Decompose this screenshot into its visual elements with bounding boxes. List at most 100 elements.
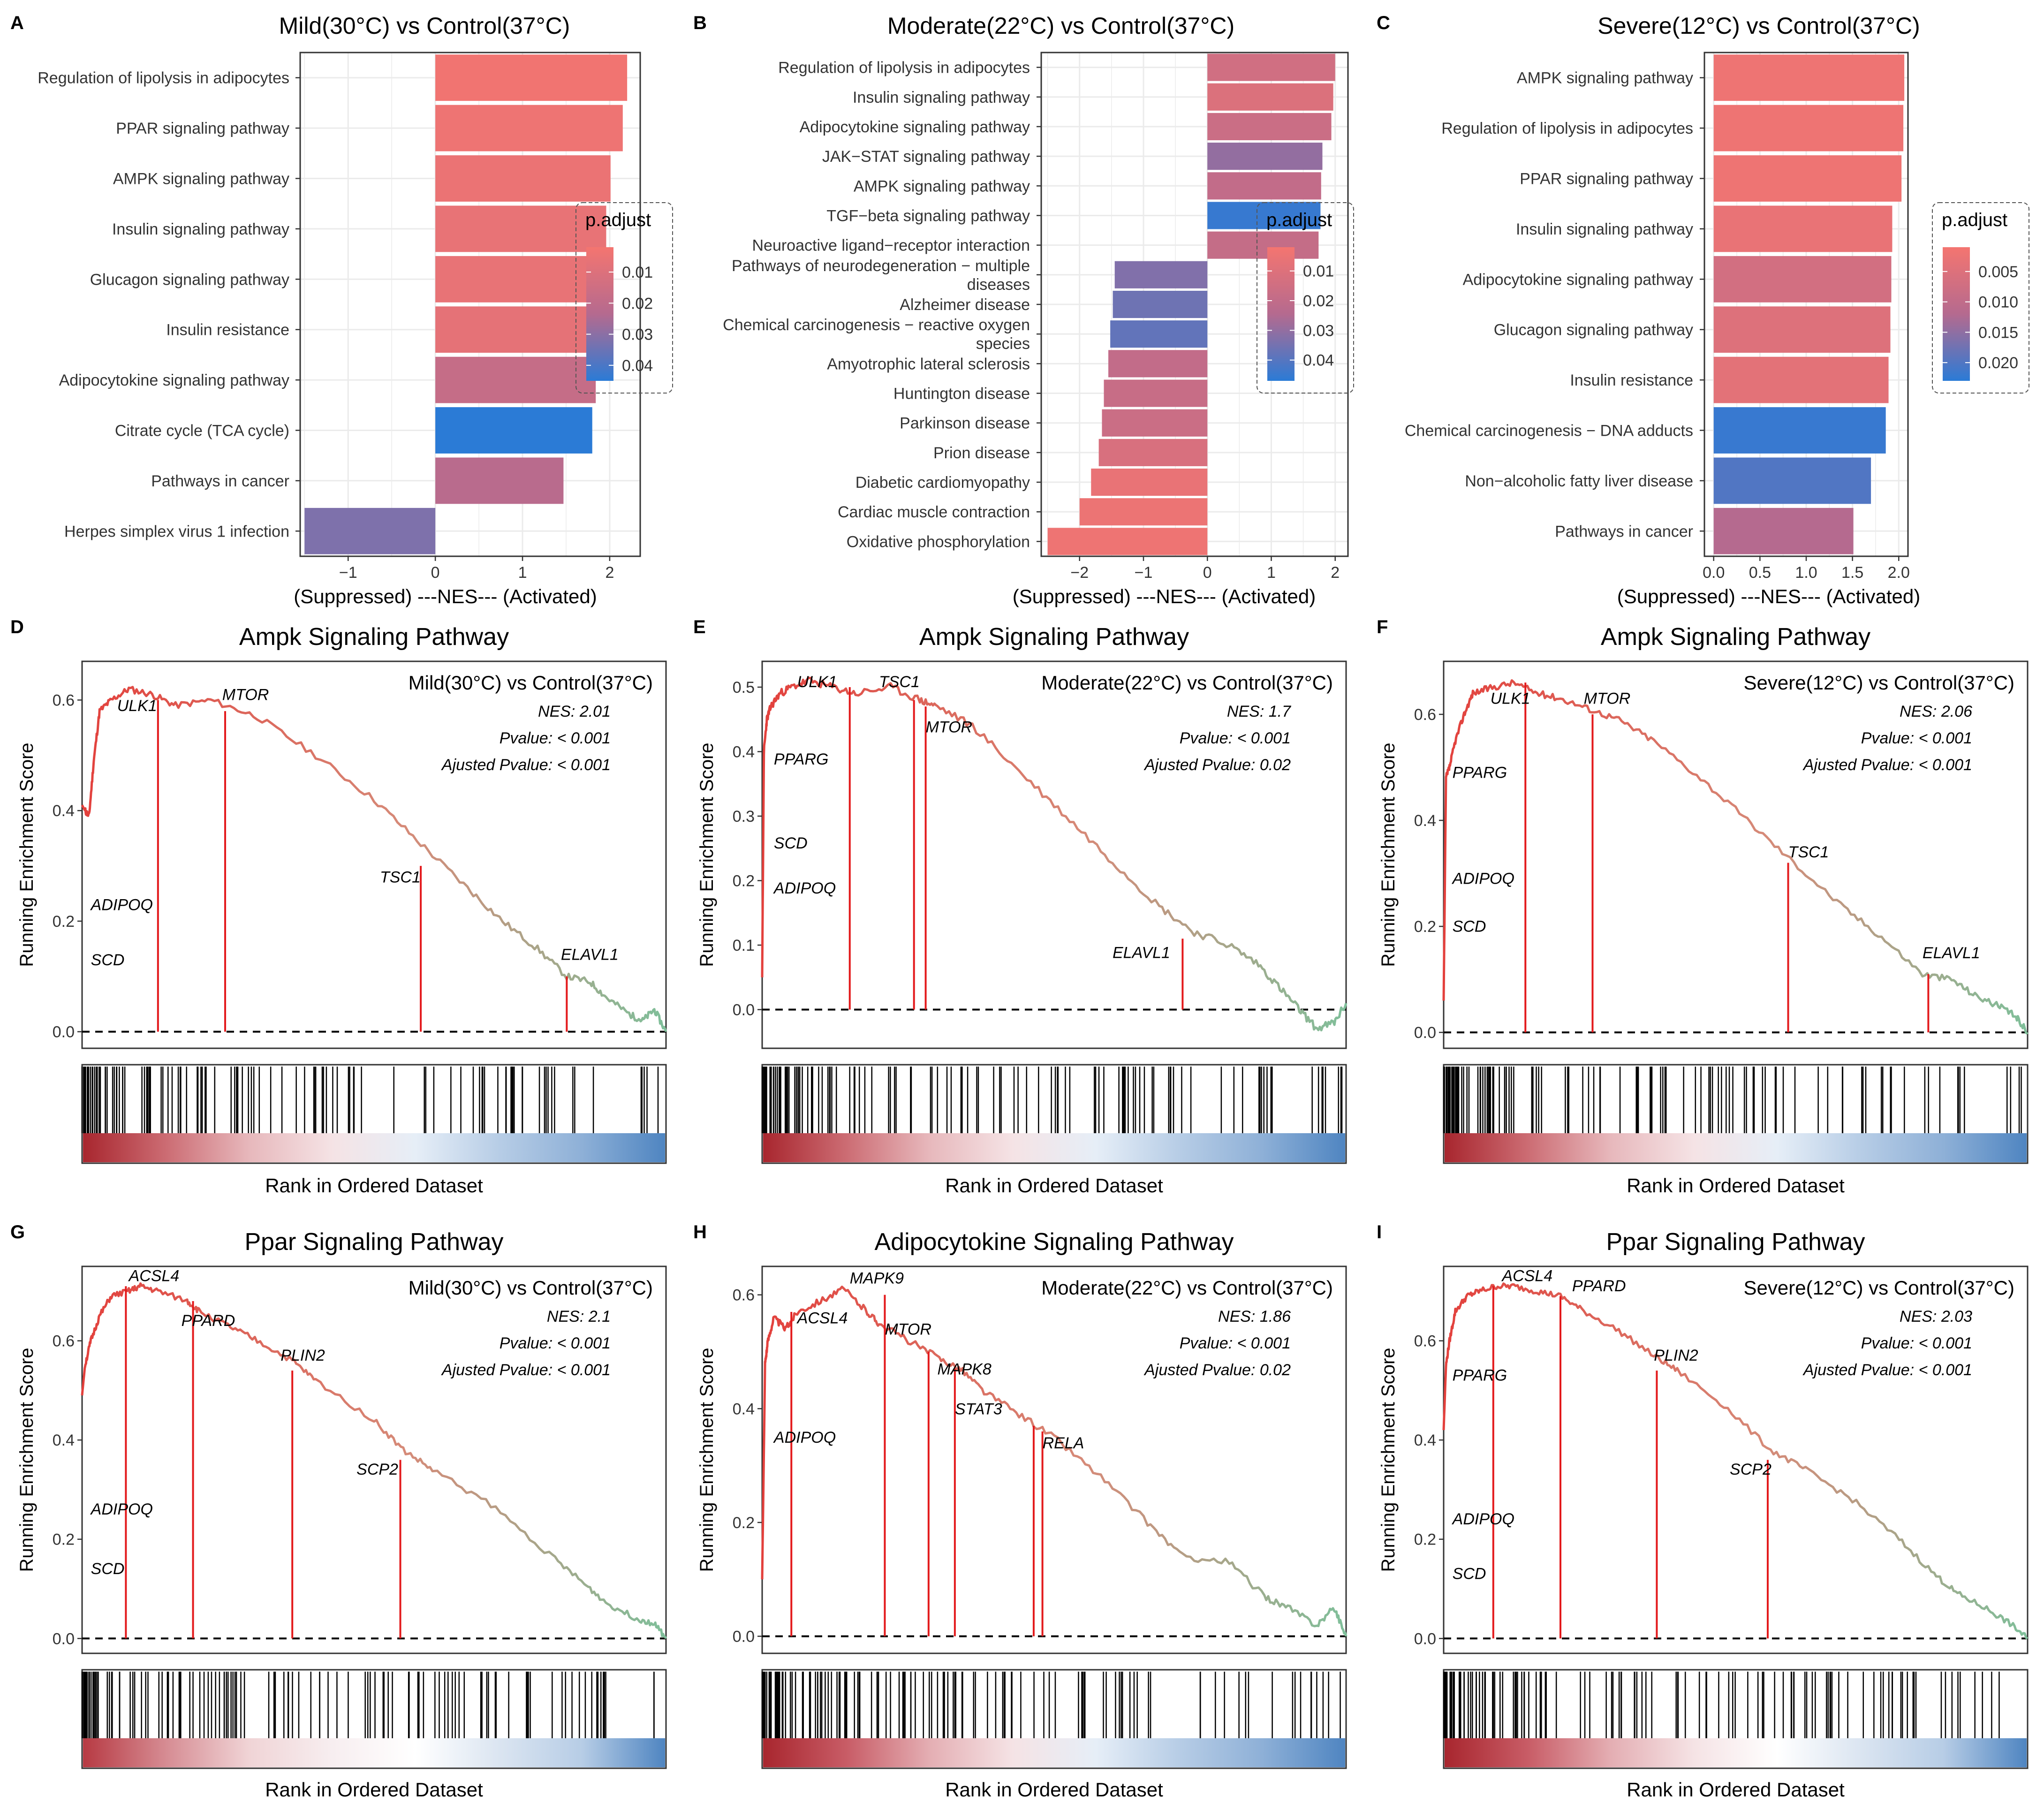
y-axis-label: Running Enrichment Score (1378, 742, 1399, 967)
gene-label: SCD (1453, 1565, 1486, 1583)
es-plot-frame (761, 1265, 1347, 1654)
category-label: Adipocytokine signaling pathway (59, 371, 289, 389)
stat-line: Pvalue: < 0.001 (1861, 1334, 1972, 1352)
category-label: Pathways of neurodegeneration − multiple… (732, 257, 1030, 294)
category-label: Alzheimer disease (900, 296, 1030, 314)
y-axis-label: Running Enrichment Score (696, 742, 717, 967)
gene-label: ACSL4 (1501, 1267, 1553, 1285)
x-axis-label: (Suppressed) ---NES--- (Activated) (1617, 585, 1920, 607)
x-tick-label: 0.5 (1749, 564, 1771, 582)
bar-panel-a: A Mild(30°C) vs Control(37°C) Regulation o… (10, 13, 673, 607)
running-es-curve (1442, 679, 2029, 1035)
category-label: Glucagon signaling pathway (90, 271, 289, 288)
chart-title: Severe(12°C) vs Control(37°C) (1597, 13, 1920, 39)
x-tick-label: −2 (1070, 564, 1089, 582)
comparison-label: Severe(12°C) vs Control(37°C) (1744, 1277, 2014, 1299)
category-label: Insulin signaling pathway (1516, 220, 1693, 238)
gene-label: ADIPOQ (1452, 1510, 1514, 1528)
bar (1207, 143, 1323, 170)
gene-label: SCD (774, 834, 808, 852)
legend-tick-label: 0.03 (622, 326, 653, 344)
comparison-label: Mild(30°C) vs Control(37°C) (409, 672, 653, 694)
gene-label: ELAVL1 (1923, 944, 1980, 962)
stat-line: Ajusted Pvalue: < 0.001 (441, 756, 611, 774)
bar-panel-b: B Moderate(22°C) vs Control(37°C) Regulati… (693, 13, 1354, 607)
gsea-panel-d: D Ampk Signaling Pathway 0.0 0.2 0.4 0.6 Runni… (10, 617, 667, 1197)
x-axis-label: Rank in Ordered Dataset (265, 1779, 483, 1801)
gene-label: ULK1 (1491, 689, 1530, 707)
category-label: AMPK signaling pathway (854, 177, 1030, 195)
panel-letter: F (1377, 617, 1388, 637)
bar (1713, 54, 1905, 101)
y-tick-label: 0.2 (1414, 918, 1436, 936)
category-label: Insulin signaling pathway (112, 220, 289, 238)
bar (304, 507, 436, 554)
stat-line: Ajusted Pvalue: 0.02 (1143, 1361, 1291, 1379)
category-label: Prion disease (933, 444, 1030, 462)
y-tick-label: 0.0 (1414, 1024, 1436, 1042)
rank-heatbar (1445, 1738, 2027, 1767)
gene-label: ELAVL1 (1113, 944, 1170, 962)
comparison-label: Mild(30°C) vs Control(37°C) (409, 1277, 653, 1299)
panel-letter: E (693, 617, 706, 637)
gene-label: MTOR (926, 718, 972, 736)
y-tick-label: 0.2 (53, 913, 75, 931)
gene-label: MTOR (1584, 689, 1630, 707)
running-es-curve (761, 1286, 1348, 1637)
x-axis-label: Rank in Ordered Dataset (1627, 1174, 1845, 1197)
y-tick-label: 0.4 (53, 1431, 75, 1449)
stat-line: NES: 1.7 (1227, 703, 1291, 720)
gsea-panel-f: F Ampk Signaling Pathway 0.0 0.2 0.4 0.6 Runni… (1377, 617, 2029, 1197)
legend-box (1257, 202, 1354, 394)
gsea-panel-i: I Ppar Signaling Pathway 0.0 0.2 0.4 0.6 Runni… (1377, 1222, 2029, 1801)
rank-heatbar (1445, 1133, 2027, 1162)
stat-line: Ajusted Pvalue: < 0.001 (1802, 756, 1972, 774)
stat-line: NES: 2.06 (1900, 703, 1972, 720)
legend-colorbar (586, 247, 613, 381)
category-label: Non−alcoholic fatty liver disease (1465, 472, 1693, 490)
comparison-label: Moderate(22°C) vs Control(37°C) (1041, 1277, 1333, 1299)
gene-label: STAT3 (955, 1400, 1002, 1418)
bar (435, 306, 599, 353)
gene-label: SCD (91, 951, 125, 969)
y-tick-label: 0.6 (733, 1287, 755, 1304)
bar (435, 457, 564, 504)
stat-line: NES: 2.1 (547, 1308, 611, 1325)
bar (1713, 457, 1871, 504)
x-tick-label: 1 (518, 564, 527, 582)
legend-title: p.adjust (585, 210, 651, 230)
bar (1207, 231, 1319, 259)
stat-line: NES: 1.86 (1218, 1308, 1291, 1325)
gene-label: PPARG (1453, 764, 1507, 782)
gene-label: MAPK8 (938, 1361, 992, 1378)
category-label: AMPK signaling pathway (113, 170, 289, 188)
gene-label: PPARG (774, 750, 829, 768)
legend-box (575, 202, 673, 394)
gene-label: RELA (1043, 1434, 1084, 1452)
bar (1207, 53, 1335, 81)
x-tick-label: 0.0 (1703, 564, 1725, 582)
bar (1713, 205, 1893, 252)
y-tick-label: 0.1 (733, 937, 755, 954)
legend-colorbar (1943, 247, 1970, 381)
y-tick-label: 0.4 (53, 802, 75, 820)
plot-frame (1040, 52, 1349, 557)
bar (1102, 409, 1208, 437)
y-tick-label: 0.3 (733, 808, 755, 825)
category-label: TGF−beta signaling pathway (826, 207, 1030, 225)
y-tick-label: 0.6 (1414, 706, 1436, 724)
gene-label: SCP2 (1730, 1461, 1771, 1478)
category-label: Neuroactive ligand−receptor interaction (752, 237, 1030, 255)
chart-title: Ampk Signaling Pathway (1601, 623, 1870, 651)
y-tick-label: 0.6 (53, 692, 75, 710)
legend-tick-label: 0.02 (1303, 292, 1334, 310)
stat-line: Pvalue: < 0.001 (500, 1334, 611, 1352)
es-plot-frame (81, 660, 667, 1049)
y-tick-label: 0.2 (733, 1514, 755, 1532)
bar (1104, 379, 1208, 407)
category-label: Oxidative phosphorylation (847, 533, 1030, 551)
gene-label: MTOR (222, 686, 269, 704)
chart-title: Moderate(22°C) vs Control(37°C) (887, 13, 1234, 39)
y-axis-label: Running Enrichment Score (1378, 1348, 1399, 1572)
category-label: Herpes simplex virus 1 infection (64, 523, 289, 540)
